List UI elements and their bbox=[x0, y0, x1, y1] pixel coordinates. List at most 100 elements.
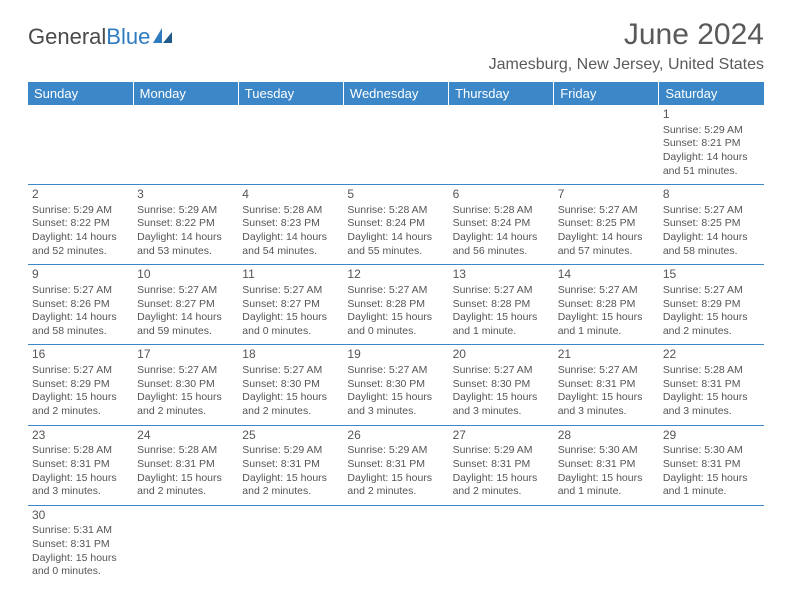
calendar-cell: 18Sunrise: 5:27 AMSunset: 8:30 PMDayligh… bbox=[238, 345, 343, 425]
sunset-text: Sunset: 8:30 PM bbox=[347, 378, 444, 392]
weekday-sunday: Sunday bbox=[28, 82, 133, 105]
sunrise-text: Sunrise: 5:28 AM bbox=[242, 204, 339, 218]
day-number: 14 bbox=[558, 267, 655, 283]
calendar-week: 16 Sunrise: 5:27 AM Sunset: 8:29 PM Dayligh… bbox=[28, 345, 764, 425]
calendar-cell: 8Sunrise: 5:27 AMSunset: 8:25 PMDaylight… bbox=[659, 185, 764, 265]
day-number: 2 bbox=[32, 187, 129, 203]
sunrise-text: Sunrise: 5:30 AM bbox=[663, 444, 760, 458]
weekday-row: Sunday Monday Tuesday Wednesday Thursday… bbox=[28, 82, 764, 105]
weekday-thursday: Thursday bbox=[449, 82, 554, 105]
daylight-text: Daylight: 15 hours and 1 minute. bbox=[453, 311, 550, 338]
daylight-text: Daylight: 15 hours and 0 minutes. bbox=[242, 311, 339, 338]
sunset-text: Sunset: 8:26 PM bbox=[32, 298, 129, 312]
logo-sail-icon bbox=[152, 26, 174, 44]
calendar-week: 9Sunrise: 5:27 AMSunset: 8:26 PMDaylight… bbox=[28, 265, 764, 345]
calendar-body: 1Sunrise: 5:29 AMSunset: 8:21 PMDaylight… bbox=[28, 105, 764, 585]
day-number: 9 bbox=[32, 267, 129, 283]
calendar-cell: 3Sunrise: 5:29 AMSunset: 8:22 PMDaylight… bbox=[133, 185, 238, 265]
calendar-cell: 27Sunrise: 5:29 AMSunset: 8:31 PMDayligh… bbox=[449, 425, 554, 505]
day-number: 8 bbox=[663, 187, 760, 203]
sunset-text: Sunset: 8:31 PM bbox=[32, 538, 129, 552]
sunset-text: Sunset: 8:31 PM bbox=[558, 378, 655, 392]
sunrise-text: Sunrise: 5:27 AM bbox=[663, 204, 760, 218]
sunset-text: Sunset: 8:27 PM bbox=[137, 298, 234, 312]
sunrise-text: Sunrise: 5:28 AM bbox=[137, 444, 234, 458]
daylight-text: Daylight: 15 hours and 2 minutes. bbox=[137, 472, 234, 499]
daylight-text: Daylight: 15 hours and 3 minutes. bbox=[558, 391, 655, 418]
calendar-cell: 7Sunrise: 5:27 AMSunset: 8:25 PMDaylight… bbox=[554, 185, 659, 265]
day-number: 11 bbox=[242, 267, 339, 283]
day-number: 16 bbox=[32, 347, 129, 363]
sunset-text: Sunset: 8:25 PM bbox=[558, 217, 655, 231]
day-number: 25 bbox=[242, 428, 339, 444]
day-number: 23 bbox=[32, 428, 129, 444]
day-number: 5 bbox=[347, 187, 444, 203]
weekday-saturday: Saturday bbox=[659, 82, 764, 105]
logo-text-blue: Blue bbox=[106, 24, 150, 50]
sunrise-text: Sunrise: 5:27 AM bbox=[453, 364, 550, 378]
daylight-text: Daylight: 15 hours and 3 minutes. bbox=[32, 472, 129, 499]
day-number: 10 bbox=[137, 267, 234, 283]
sunset-text: Sunset: 8:24 PM bbox=[347, 217, 444, 231]
sunrise-text: Sunrise: 5:27 AM bbox=[558, 284, 655, 298]
day-number: 7 bbox=[558, 187, 655, 203]
sunset-text: Sunset: 8:28 PM bbox=[347, 298, 444, 312]
sunset-text: Sunset: 8:30 PM bbox=[242, 378, 339, 392]
day-number: 28 bbox=[558, 428, 655, 444]
sunrise-text: Sunrise: 5:29 AM bbox=[453, 444, 550, 458]
sunrise-text: Sunrise: 5:27 AM bbox=[347, 364, 444, 378]
calendar-cell: 10Sunrise: 5:27 AMSunset: 8:27 PMDayligh… bbox=[133, 265, 238, 345]
day-number: 30 bbox=[32, 508, 129, 524]
day-number: 29 bbox=[663, 428, 760, 444]
daylight-text: Daylight: 14 hours and 58 minutes. bbox=[32, 311, 129, 338]
sunset-text: Sunset: 8:31 PM bbox=[32, 458, 129, 472]
day-number: 4 bbox=[242, 187, 339, 203]
calendar-week: 1Sunrise: 5:29 AMSunset: 8:21 PMDaylight… bbox=[28, 105, 764, 185]
daylight-text: Daylight: 15 hours and 2 minutes. bbox=[663, 311, 760, 338]
calendar-cell: 29Sunrise: 5:30 AMSunset: 8:31 PMDayligh… bbox=[659, 425, 764, 505]
day-number: 13 bbox=[453, 267, 550, 283]
sunrise-text: Sunrise: 5:30 AM bbox=[558, 444, 655, 458]
sunset-text: Sunset: 8:29 PM bbox=[32, 378, 129, 392]
calendar-cell: 4Sunrise: 5:28 AMSunset: 8:23 PMDaylight… bbox=[238, 185, 343, 265]
month-title: June 2024 bbox=[489, 18, 764, 52]
day-number: 1 bbox=[663, 107, 760, 123]
sunrise-text: Sunrise: 5:27 AM bbox=[242, 284, 339, 298]
daylight-text: Daylight: 15 hours and 3 minutes. bbox=[347, 391, 444, 418]
sunrise-text: Sunrise: 5:29 AM bbox=[347, 444, 444, 458]
sunset-text: Sunset: 8:27 PM bbox=[242, 298, 339, 312]
daylight-text: Daylight: 15 hours and 2 minutes. bbox=[242, 472, 339, 499]
calendar-table: Sunday Monday Tuesday Wednesday Thursday… bbox=[28, 82, 764, 585]
daylight-text: Daylight: 14 hours and 56 minutes. bbox=[453, 231, 550, 258]
calendar-cell: 2Sunrise: 5:29 AMSunset: 8:22 PMDaylight… bbox=[28, 185, 133, 265]
daylight-text: Daylight: 15 hours and 1 minute. bbox=[558, 311, 655, 338]
daylight-text: Daylight: 15 hours and 1 minute. bbox=[558, 472, 655, 499]
calendar-cell bbox=[238, 505, 343, 585]
daylight-text: Daylight: 14 hours and 59 minutes. bbox=[137, 311, 234, 338]
calendar-cell bbox=[554, 105, 659, 185]
daylight-text: Daylight: 15 hours and 2 minutes. bbox=[137, 391, 234, 418]
calendar-cell: 22Sunrise: 5:28 AMSunset: 8:31 PMDayligh… bbox=[659, 345, 764, 425]
sunset-text: Sunset: 8:28 PM bbox=[453, 298, 550, 312]
calendar-cell bbox=[554, 505, 659, 585]
day-number: 12 bbox=[347, 267, 444, 283]
sunrise-text: Sunrise: 5:27 AM bbox=[32, 284, 129, 298]
sunrise-text: Sunrise: 5:31 AM bbox=[32, 524, 129, 538]
weekday-monday: Monday bbox=[133, 82, 238, 105]
day-number: 19 bbox=[347, 347, 444, 363]
sunset-text: Sunset: 8:31 PM bbox=[242, 458, 339, 472]
calendar-cell: 26Sunrise: 5:29 AMSunset: 8:31 PMDayligh… bbox=[343, 425, 448, 505]
daylight-text: Daylight: 15 hours and 0 minutes. bbox=[32, 552, 129, 579]
calendar-cell bbox=[343, 505, 448, 585]
daylight-text: Daylight: 15 hours and 2 minutes. bbox=[347, 472, 444, 499]
calendar-cell: 1Sunrise: 5:29 AMSunset: 8:21 PMDaylight… bbox=[659, 105, 764, 185]
sunrise-text: Sunrise: 5:29 AM bbox=[137, 204, 234, 218]
sunset-text: Sunset: 8:31 PM bbox=[347, 458, 444, 472]
calendar-cell: 28Sunrise: 5:30 AMSunset: 8:31 PMDayligh… bbox=[554, 425, 659, 505]
sunset-text: Sunset: 8:31 PM bbox=[558, 458, 655, 472]
sunrise-text: Sunrise: 5:27 AM bbox=[242, 364, 339, 378]
logo-text-general: General bbox=[28, 24, 106, 50]
sunset-text: Sunset: 8:31 PM bbox=[137, 458, 234, 472]
day-number: 15 bbox=[663, 267, 760, 283]
calendar-cell: 30Sunrise: 5:31 AMSunset: 8:31 PMDayligh… bbox=[28, 505, 133, 585]
